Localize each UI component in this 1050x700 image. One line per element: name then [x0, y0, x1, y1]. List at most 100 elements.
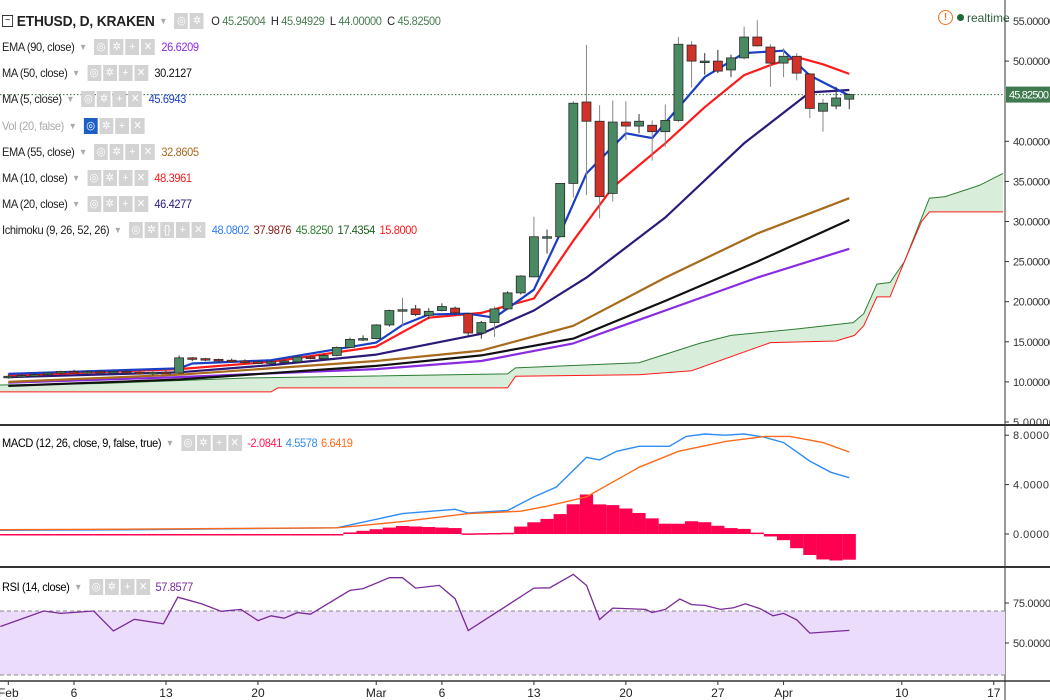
- collapse-icon[interactable]: −: [2, 15, 14, 27]
- gear-icon[interactable]: ✲: [104, 579, 119, 595]
- eye-icon[interactable]: ◎: [94, 143, 109, 160]
- plus-icon[interactable]: +: [118, 65, 133, 82]
- close-icon[interactable]: ✕: [141, 143, 155, 160]
- chevron-down-icon[interactable]: ▼: [72, 199, 80, 210]
- close-icon[interactable]: ✕: [134, 65, 148, 82]
- candle-body: [3, 375, 14, 379]
- candle-body: [345, 338, 355, 348]
- indicator-label[interactable]: MA (5, close): [2, 92, 62, 107]
- chevron-down-icon[interactable]: ▼: [159, 16, 168, 26]
- gear-icon[interactable]: ✲: [109, 39, 124, 56]
- eye-icon[interactable]: ◎: [89, 579, 104, 595]
- candle-body: [279, 360, 290, 363]
- plus-icon[interactable]: +: [212, 435, 227, 451]
- indicator-label[interactable]: MA (10, close): [2, 171, 68, 186]
- plus-icon[interactable]: +: [120, 579, 135, 595]
- gear-icon[interactable]: ✲: [102, 65, 117, 82]
- gear-icon[interactable]: ✲: [97, 91, 111, 108]
- candle-body: [765, 46, 776, 64]
- candle: [82, 370, 93, 374]
- plus-icon[interactable]: +: [112, 91, 127, 108]
- macd-tick-label: 4.0000: [1013, 480, 1049, 492]
- eye-icon[interactable]: ◎: [180, 435, 195, 451]
- plus-icon[interactable]: +: [115, 117, 129, 134]
- macd-histogram-bar: [343, 532, 357, 534]
- close-icon[interactable]: ✕: [191, 222, 206, 239]
- gear-icon[interactable]: ✲: [102, 170, 117, 187]
- chevron-down-icon[interactable]: ▼: [66, 94, 75, 105]
- price-tick-label: 50.00000: [1013, 56, 1050, 68]
- indicator-value: 48.0802: [211, 223, 250, 238]
- chevron-down-icon[interactable]: ▼: [74, 582, 82, 592]
- eye-icon[interactable]: ◎: [87, 170, 102, 187]
- candle-body: [450, 307, 460, 314]
- symbol-title[interactable]: ETHUSD, D, KRAKEN: [16, 12, 155, 30]
- chevron-down-icon[interactable]: ▼: [79, 146, 87, 157]
- candle-body: [161, 371, 171, 375]
- ohlc-label: L: [329, 14, 336, 28]
- gear-icon[interactable]: ✲: [109, 143, 124, 160]
- eye-icon[interactable]: ◎: [94, 39, 109, 56]
- indicator-value: 26.6209: [161, 40, 199, 55]
- time-tick-label: 6: [71, 686, 78, 700]
- candle: [437, 303, 447, 312]
- close-icon[interactable]: ✕: [134, 170, 148, 187]
- eye-icon[interactable]: ◎: [174, 13, 189, 29]
- close-icon[interactable]: ✕: [128, 91, 143, 108]
- eye-icon[interactable]: ◎: [87, 65, 102, 82]
- source-code-icon[interactable]: {}: [160, 222, 175, 239]
- gear-icon[interactable]: ✲: [102, 196, 117, 213]
- indicator-label[interactable]: EMA (90, close): [2, 40, 75, 55]
- time-tick-label: Apr: [774, 686, 793, 700]
- indicator-value: 32.8605: [161, 144, 199, 159]
- gear-icon[interactable]: ✲: [99, 117, 114, 134]
- candle: [305, 356, 316, 360]
- chevron-down-icon[interactable]: ▼: [165, 438, 174, 448]
- indicator-value: 46.4277: [154, 197, 192, 212]
- chevron-down-icon[interactable]: ▼: [72, 173, 80, 184]
- candle: [844, 93, 855, 110]
- chevron-down-icon[interactable]: ▼: [79, 42, 87, 53]
- candle: [95, 369, 106, 374]
- indicator-label[interactable]: RSI (14, close): [2, 580, 70, 594]
- indicator-value: 45.8250: [295, 223, 334, 238]
- close-icon[interactable]: ✕: [136, 579, 151, 595]
- plus-icon[interactable]: +: [118, 196, 133, 213]
- close-icon[interactable]: ✕: [141, 39, 155, 56]
- signal-line: [0, 435, 850, 531]
- indicator-label[interactable]: EMA (55, close): [2, 144, 75, 159]
- candle: [410, 304, 421, 317]
- indicator-label[interactable]: MA (50, close): [2, 66, 68, 81]
- close-icon[interactable]: ✕: [134, 196, 148, 213]
- gear-icon[interactable]: ✲: [144, 222, 159, 239]
- close-icon[interactable]: ✕: [227, 435, 242, 451]
- candle: [226, 358, 237, 363]
- candle: [253, 360, 263, 365]
- gear-icon[interactable]: ✲: [190, 13, 204, 29]
- chevron-down-icon[interactable]: ▼: [113, 225, 122, 236]
- warning-icon[interactable]: !: [938, 10, 953, 25]
- chevron-down-icon[interactable]: ▼: [72, 68, 80, 79]
- indicator-label[interactable]: MA (20, close): [2, 197, 68, 212]
- eye-icon[interactable]: ◎: [128, 222, 143, 239]
- plus-icon[interactable]: +: [175, 222, 190, 239]
- chart-legend: − ETHUSD, D, KRAKEN ▼ ◎ ✲ O 45.25004 H 45.9…: [2, 8, 479, 244]
- close-icon[interactable]: ✕: [130, 117, 145, 134]
- indicator-label[interactable]: MACD (12, 26, close, 9, false, true): [2, 436, 162, 450]
- ema-90-line: [8, 247, 850, 384]
- gear-icon[interactable]: ✲: [196, 435, 211, 451]
- eye-icon[interactable]: ◎: [83, 117, 98, 134]
- plus-icon[interactable]: +: [125, 39, 140, 56]
- indicator-label[interactable]: Vol (20, false): [2, 118, 64, 133]
- macd-histogram-bar: [474, 533, 488, 535]
- plus-icon[interactable]: +: [118, 170, 133, 187]
- candle: [147, 371, 158, 376]
- indicator-label[interactable]: Ichimoku (9, 26, 52, 26): [2, 223, 110, 238]
- plus-icon[interactable]: +: [125, 143, 140, 160]
- eye-icon[interactable]: ◎: [87, 196, 102, 213]
- chevron-down-icon[interactable]: ▼: [68, 120, 77, 131]
- eye-icon[interactable]: ◎: [81, 91, 96, 108]
- candle: [16, 373, 27, 378]
- candle-body: [108, 371, 119, 374]
